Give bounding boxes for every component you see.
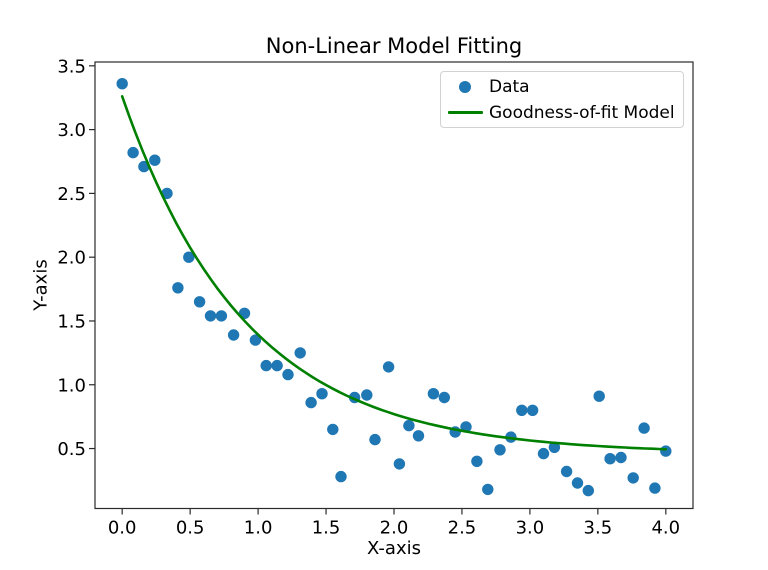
data-point	[604, 453, 616, 465]
data-point	[638, 422, 650, 434]
svg-text:1.5: 1.5	[312, 518, 341, 539]
data-point	[427, 388, 440, 400]
x-ticks: 0.0 0.5 1.0 1.5 2.0 2.5 3.0 3.5 4.0	[108, 508, 680, 539]
data-point	[548, 441, 561, 453]
y-ticks: 0.5 1.0 1.5 2.0 2.5 3.0 3.5	[57, 56, 95, 460]
data-point	[149, 154, 161, 166]
model-curve	[120, 95, 668, 451]
svg-text:1.0: 1.0	[244, 518, 273, 539]
data-point	[294, 347, 306, 359]
data-point	[227, 329, 240, 341]
data-point	[305, 396, 317, 409]
svg-text:2.5: 2.5	[57, 184, 86, 205]
data-point	[516, 404, 528, 416]
data-point	[582, 484, 594, 497]
data-point	[615, 451, 627, 464]
data-point	[335, 470, 347, 483]
svg-text:2.0: 2.0	[57, 248, 86, 269]
svg-text:0.5: 0.5	[57, 439, 86, 460]
data-point	[393, 458, 406, 470]
legend: Data Goodness-of-fit Model	[440, 71, 684, 128]
legend-label-model: Goodness-of-fit Model	[489, 102, 675, 123]
data-point	[649, 482, 661, 494]
data-point	[593, 390, 605, 402]
data-point	[327, 423, 339, 436]
svg-text:1.0: 1.0	[57, 375, 86, 396]
line-marker-icon	[447, 111, 483, 114]
axes-spines	[94, 61, 694, 510]
data-point	[282, 368, 294, 381]
data-point	[412, 430, 425, 442]
data-point	[183, 251, 195, 263]
legend-swatch	[441, 111, 489, 114]
data-point	[271, 359, 283, 372]
svg-text:0.5: 0.5	[176, 518, 205, 539]
data-point	[127, 146, 139, 159]
data-point	[204, 310, 217, 322]
legend-label-data: Data	[489, 76, 530, 97]
svg-text:0.0: 0.0	[108, 518, 137, 539]
legend-item-model: Goodness-of-fit Model	[441, 101, 683, 124]
svg-text:3.5: 3.5	[57, 56, 86, 77]
data-point	[172, 282, 184, 294]
data-point	[571, 477, 584, 489]
data-point	[369, 433, 381, 446]
data-point	[471, 455, 483, 467]
data-point	[260, 359, 272, 372]
x-axis-label: X-axis	[367, 538, 421, 559]
data-point	[361, 389, 373, 401]
data-point	[316, 388, 328, 400]
data-point	[249, 334, 262, 346]
data-point	[403, 419, 415, 432]
data-point	[438, 391, 450, 404]
data-point	[526, 404, 539, 416]
svg-text:2.0: 2.0	[380, 518, 409, 539]
chart-title: Non-Linear Model Fitting	[265, 34, 523, 58]
svg-text:4.0: 4.0	[651, 518, 680, 539]
data-point	[193, 296, 206, 308]
svg-text:3.0: 3.0	[516, 518, 545, 539]
data-point	[382, 361, 395, 373]
legend-swatch	[441, 80, 489, 93]
data-point	[215, 310, 228, 322]
data-point	[482, 483, 494, 496]
scatter-points	[116, 78, 672, 497]
svg-text:1.5: 1.5	[57, 311, 86, 332]
data-point	[537, 447, 550, 460]
data-point	[116, 78, 128, 90]
data-point	[627, 472, 639, 484]
data-point	[494, 444, 506, 456]
data-point	[660, 445, 672, 457]
svg-text:3.5: 3.5	[584, 518, 613, 539]
scatter-marker-icon	[459, 80, 471, 93]
legend-item-data: Data	[441, 75, 683, 98]
svg-text:2.5: 2.5	[448, 518, 477, 539]
svg-text:3.0: 3.0	[57, 120, 86, 141]
data-point	[560, 465, 573, 478]
